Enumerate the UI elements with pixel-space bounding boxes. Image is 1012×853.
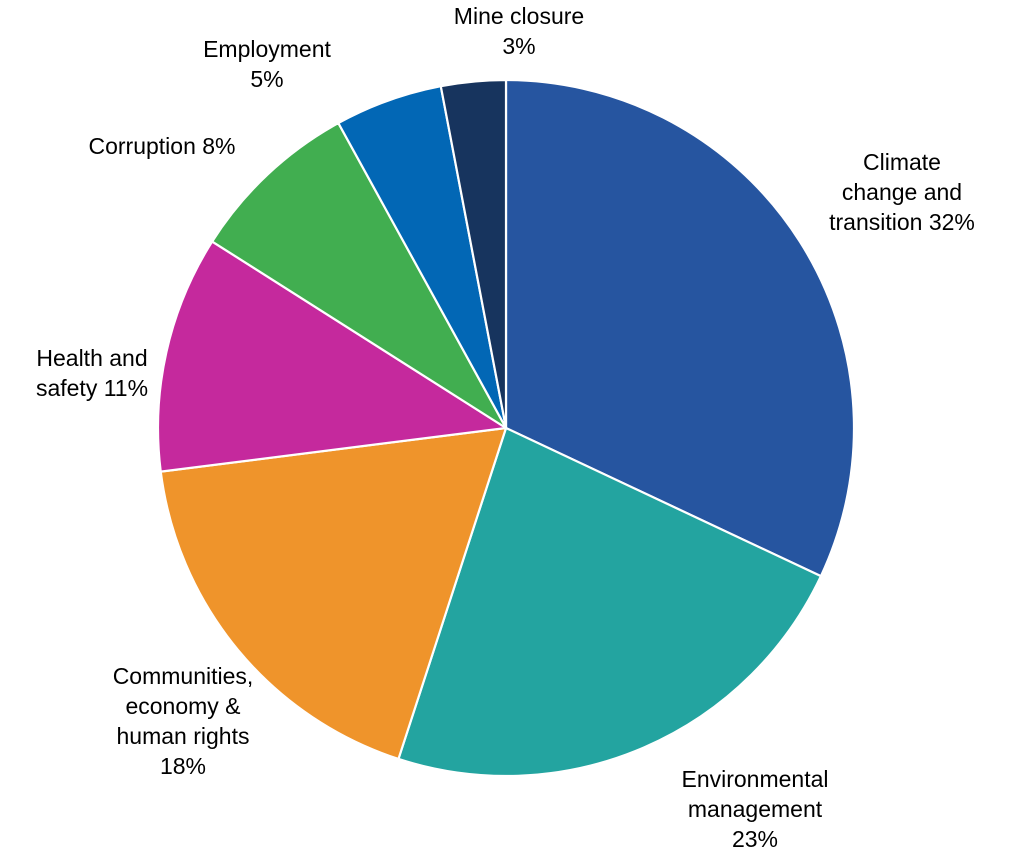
slice-label-climate-change-and-transition-32: Climate change and transition 32% [829,149,975,235]
pie-slice-climate-change-and-transition-32 [504,78,856,578]
slice-label-line: safety 11% [36,375,148,401]
slice-label-line: 18% [160,753,206,779]
slice-label-line: Climate [863,149,941,175]
slice-label-communities-economy-human-rights-18: Communities, economy & human rights 18% [113,663,254,779]
slice-label-line: 5% [250,66,283,92]
slice-label-line: 23% [732,826,778,852]
slice-label-line: Mine closure [454,3,584,29]
slice-label-line: Employment [203,36,331,62]
slice-label-line: management [688,796,823,822]
slice-label-line: Environmental [681,766,828,792]
slice-label-corruption-8: Corruption 8% [88,133,235,159]
slice-label-mine-closure-3: Mine closure 3% [454,3,584,59]
pie-slice-mine-closure-3 [439,78,508,430]
slice-label-line: transition 32% [829,209,975,235]
slice-label-line: economy & [125,693,240,719]
slice-label-line: 3% [502,33,535,59]
pie-labels: Climate change and transition 32% Environme… [36,3,975,852]
slice-label-line: human rights [117,723,250,749]
slice-label-employment-5: Employment 5% [203,36,331,92]
slice-label-line: Corruption 8% [88,133,235,159]
pie-slice-environmental-management-23 [397,426,822,778]
slice-label-environmental-management-23: Environmental management 23% [681,766,828,852]
slice-label-line: change and [842,179,962,205]
slice-label-health-and-safety-11: Health and safety 11% [36,345,148,401]
pie-slice-health-and-safety-11 [156,240,508,473]
slice-label-line: Communities, [113,663,254,689]
pie-slices [156,78,856,778]
pie-slice-corruption-8 [211,121,508,430]
pie-slice-communities-economy-human-rights-18 [159,426,508,761]
slice-label-line: Health and [36,345,147,371]
